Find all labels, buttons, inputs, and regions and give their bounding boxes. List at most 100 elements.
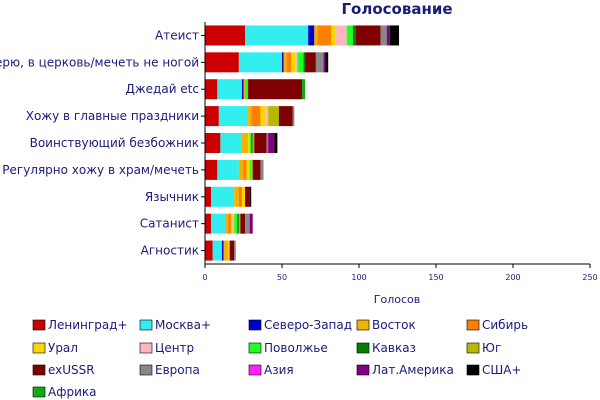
legend-label-12: Азия	[264, 363, 294, 377]
bar-segment-5-1	[291, 52, 296, 73]
legend-swatch-12	[248, 364, 262, 376]
bar-segment-2-1	[282, 52, 284, 73]
legend-swatch-7	[248, 342, 262, 354]
legend-label-6: Центр	[155, 341, 194, 355]
x-tick-label-1: 50	[277, 273, 287, 282]
bar-segment-9-4	[252, 133, 255, 153]
category-label-6: Язычник	[145, 190, 199, 204]
bar-segment-4-7	[228, 213, 232, 234]
bars-layer	[205, 25, 400, 261]
bar-segment-2-2	[241, 79, 244, 100]
chart-title: Голосование	[341, 0, 452, 18]
bar-segment-5-7	[231, 213, 233, 234]
x-tick-label-2: 100	[351, 273, 366, 282]
bar-segment-15-2	[302, 79, 306, 100]
legend-swatch-13	[356, 364, 370, 376]
category-label-5: Регулярно хожу в храм/мечеть	[2, 163, 199, 177]
bar-segment-5-3	[260, 106, 266, 127]
legend-label-10: exUSSR	[48, 363, 95, 377]
bar-segment-5-5	[246, 159, 250, 180]
legend-label-4: Сибирь	[482, 318, 528, 332]
bar-segment-13-7	[249, 213, 253, 234]
legend-swatch-2	[248, 319, 262, 331]
category-label-0: Атеист	[155, 28, 199, 42]
category-label-7: Сатанист	[140, 217, 199, 231]
bar-segment-7-4	[249, 133, 252, 153]
bar-segment-0-8	[205, 240, 213, 261]
legend-swatch-11	[139, 364, 153, 376]
legend-swatch-8	[356, 342, 370, 354]
legend-label-11: Европа	[155, 363, 200, 377]
bar-segment-1-7	[211, 213, 226, 234]
bar-segment-0-1	[205, 52, 239, 73]
legend-label-8: Кавказ	[372, 341, 416, 355]
bar-segment-2-8	[221, 240, 224, 261]
bar-segment-10-8	[229, 240, 235, 261]
bar-segment-11-5	[260, 159, 264, 180]
category-label-2: Джедай etc	[125, 82, 199, 96]
bar-segment-8-1	[303, 52, 306, 73]
bar-segment-10-5	[252, 159, 261, 180]
bar-segment-1-3	[218, 106, 249, 127]
bar-segment-0-0	[205, 25, 246, 46]
category-label-8: Агностик	[141, 244, 199, 258]
legend-label-1: Москва+	[155, 318, 211, 332]
bar-segment-1-1	[238, 52, 282, 73]
category-label-3: Хожу в главные праздники	[26, 109, 199, 123]
bar-segment-10-1	[305, 52, 316, 73]
bar-segment-11-3	[292, 106, 295, 127]
legend-label-14: США+	[482, 363, 521, 377]
bar-segment-10-6	[245, 186, 250, 207]
bar-segment-1-5	[217, 159, 239, 180]
bar-segment-0-7	[205, 213, 212, 234]
bar-segment-3-1	[283, 52, 287, 73]
bar-segment-3-7	[225, 213, 229, 234]
bar-segment-10-3	[278, 106, 293, 127]
legend-swatch-10	[32, 364, 46, 376]
bar-segment-6-0	[335, 25, 347, 46]
x-tick-label-0: 0	[202, 273, 207, 282]
bar-segment-7-0	[346, 25, 353, 46]
x-tick-label-3: 150	[428, 273, 443, 282]
bar-segment-4-1	[286, 52, 292, 73]
legend: Ленинград+ Москва+ Северо-Запад Восток Сибир…	[32, 318, 528, 399]
bar-segment-14-6	[249, 186, 252, 207]
legend-label-0: Ленинград+	[48, 318, 128, 332]
axes-layer: 0 50 100 150 200 250	[201, 22, 598, 282]
bar-segment-1-4	[220, 133, 242, 153]
bar-segment-3-0	[314, 25, 318, 46]
bar-segment-11-4	[266, 133, 269, 153]
bar-segment-5-0	[331, 25, 336, 46]
bar-segment-8-0	[352, 25, 356, 46]
bar-segment-8-4	[251, 133, 253, 153]
bar-segment-10-4	[254, 133, 267, 153]
bar-segment-6-3	[265, 106, 269, 127]
bar-segment-10-2	[248, 79, 303, 100]
category-label-4: Воинствующий безбожник	[30, 136, 199, 150]
legend-swatch-4	[466, 319, 480, 331]
x-tick-label-4: 200	[505, 273, 520, 282]
bar-segment-3-6	[234, 186, 239, 207]
bar-segment-0-6	[205, 186, 212, 207]
bar-segment-1-8	[212, 240, 222, 261]
bar-segment-2-0	[308, 25, 315, 46]
bar-segment-5-8	[228, 240, 230, 261]
bar-segment-0-4	[205, 133, 221, 153]
bar-segment-3-3	[248, 106, 252, 127]
legend-label-15: Африка	[48, 385, 97, 399]
bar-segment-0-2	[205, 79, 218, 100]
legend-swatch-0	[32, 319, 46, 331]
legend-swatch-14	[466, 364, 480, 376]
bar-segment-4-5	[243, 159, 247, 180]
x-tick-label-5: 250	[582, 273, 597, 282]
category-labels: Атеист Верю, в церковь/мечеть не ногой Дже…	[0, 28, 199, 257]
bar-segment-6-1	[295, 52, 298, 73]
legend-label-3: Восток	[372, 318, 416, 332]
bar-segment-9-5	[251, 159, 253, 180]
bar-segment-3-2	[243, 79, 246, 100]
legend-label-5: Урал	[48, 341, 78, 355]
bar-segment-0-3	[205, 106, 219, 127]
category-label-1: Верю, в церковь/мечеть не ногой	[0, 55, 199, 69]
legend-swatch-5	[32, 342, 46, 354]
